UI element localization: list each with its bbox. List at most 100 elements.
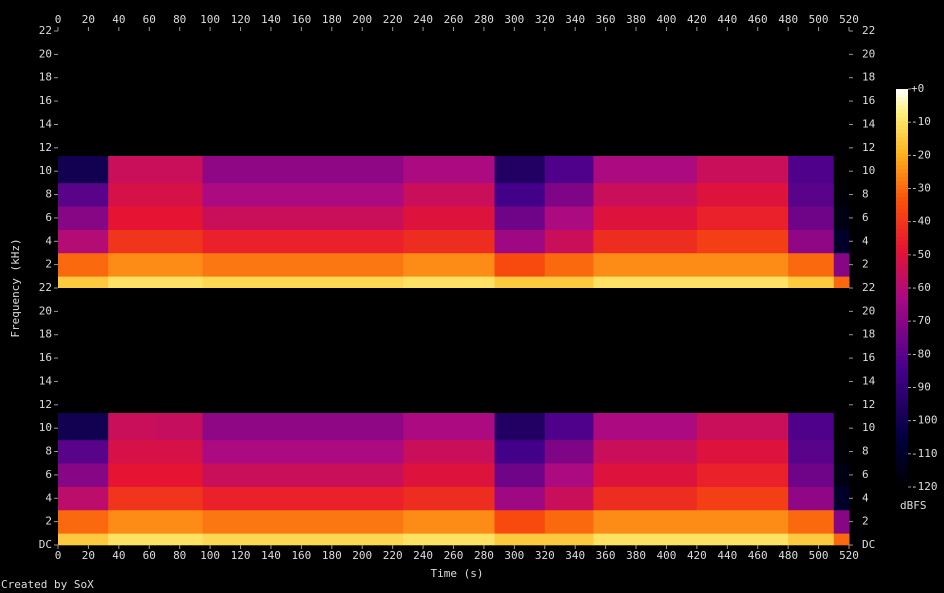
colorbar-step bbox=[896, 371, 908, 377]
colorbar-step bbox=[896, 451, 908, 456]
heatmap-cell bbox=[593, 182, 698, 207]
x-tick-label: 60 bbox=[143, 13, 156, 26]
colorbar-step bbox=[896, 327, 908, 333]
y-tick-label: 16 bbox=[862, 351, 875, 364]
colorbar-step bbox=[896, 335, 908, 341]
colorbar-step bbox=[896, 375, 908, 381]
heatmap-cell bbox=[788, 229, 835, 254]
colorbar-step bbox=[896, 435, 908, 440]
heatmap-cell bbox=[202, 486, 404, 511]
heatmap-cell bbox=[202, 533, 404, 546]
colorbar-label: dBFS bbox=[900, 499, 927, 512]
heatmap-cell bbox=[403, 463, 496, 487]
y-tick-label: 6 bbox=[45, 211, 52, 224]
heatmap-cell bbox=[155, 155, 204, 184]
heatmap-cell bbox=[58, 439, 109, 464]
heatmap-cell bbox=[593, 486, 698, 511]
x-tick-label: 260 bbox=[444, 13, 464, 26]
heatmap-cell bbox=[544, 155, 594, 184]
colorbar-tick-label: -90 bbox=[911, 381, 931, 394]
colorbar-step bbox=[896, 140, 908, 146]
heatmap-cell bbox=[202, 229, 404, 254]
colorbar-tick-label: -80 bbox=[911, 347, 931, 360]
x-tick-label: 220 bbox=[383, 13, 403, 26]
heatmap-cell bbox=[788, 533, 835, 546]
heatmap-cell bbox=[696, 229, 789, 254]
heatmap-cell bbox=[155, 412, 204, 441]
colorbar-step bbox=[896, 323, 908, 329]
y-tick-label: 8 bbox=[862, 188, 869, 201]
heatmap-cell bbox=[544, 182, 594, 207]
colorbar-step bbox=[896, 244, 908, 249]
heatmap-cell bbox=[696, 412, 789, 441]
heatmap-cell bbox=[58, 533, 109, 546]
heatmap-cell bbox=[403, 206, 496, 230]
colorbar-step bbox=[896, 192, 908, 197]
y-tick-label: 12 bbox=[862, 398, 875, 411]
heatmap-cell bbox=[108, 229, 156, 254]
x-tick-label: 300 bbox=[504, 549, 524, 562]
colorbar-step bbox=[896, 459, 908, 464]
heatmap-cell bbox=[788, 486, 835, 511]
y-tick-label: 4 bbox=[45, 491, 52, 504]
heatmap-cell bbox=[494, 182, 546, 207]
colorbar-step bbox=[896, 252, 908, 257]
heatmap-cell bbox=[58, 509, 109, 534]
colorbar-tick-label: -20 bbox=[911, 148, 931, 161]
colorbar-step bbox=[896, 272, 908, 277]
heatmap-cell bbox=[788, 206, 835, 230]
colorbar-step bbox=[896, 463, 908, 468]
heatmap-cell bbox=[403, 439, 496, 464]
x-tick-label: 500 bbox=[809, 13, 829, 26]
heatmap-cell bbox=[108, 276, 156, 289]
y-tick-label: 6 bbox=[862, 468, 869, 481]
heatmap-cell bbox=[58, 463, 109, 487]
colorbar-step bbox=[896, 443, 908, 448]
y-tick-label: 8 bbox=[45, 445, 52, 458]
colorbar-step bbox=[896, 176, 908, 182]
colorbar-step bbox=[896, 212, 908, 217]
y-tick-label: 10 bbox=[39, 164, 52, 177]
colorbar-step bbox=[896, 196, 908, 201]
x-tick-label: 0 bbox=[55, 13, 62, 26]
y-tick-label: 14 bbox=[862, 117, 876, 130]
heatmap-cell bbox=[833, 486, 850, 511]
x-tick-label: 480 bbox=[778, 549, 798, 562]
colorbar-tick-label: +0 bbox=[911, 82, 924, 95]
heatmap-cell bbox=[202, 509, 404, 534]
colorbar-tick-label: -30 bbox=[911, 182, 931, 195]
heatmap-cell bbox=[593, 533, 698, 546]
heatmap-cell bbox=[833, 412, 850, 441]
heatmap-cell bbox=[403, 252, 496, 277]
x-tick-label: 320 bbox=[535, 549, 555, 562]
colorbar-step bbox=[896, 144, 908, 150]
heatmap-cell bbox=[202, 155, 404, 184]
heatmap-cell bbox=[58, 412, 109, 441]
heatmap-cell bbox=[494, 276, 546, 289]
colorbar-step bbox=[896, 268, 908, 273]
x-tick-label: 440 bbox=[717, 549, 737, 562]
x-tick-label: 80 bbox=[173, 549, 186, 562]
x-tick-label: 440 bbox=[717, 13, 737, 26]
heatmap-cell bbox=[403, 276, 496, 289]
colorbar-step bbox=[896, 467, 908, 472]
x-tick-label: 40 bbox=[112, 549, 125, 562]
heatmap-cell bbox=[788, 182, 835, 207]
heatmap-cell bbox=[403, 509, 496, 534]
colorbar-step bbox=[896, 427, 908, 432]
colorbar-step bbox=[896, 455, 908, 460]
heatmap-cell bbox=[403, 182, 496, 207]
colorbar-step bbox=[896, 96, 908, 102]
colorbar-step bbox=[896, 475, 908, 480]
x-tick-label: 140 bbox=[261, 13, 281, 26]
heatmap-cell bbox=[544, 276, 594, 289]
heatmap-cell bbox=[58, 206, 109, 230]
colorbar-step bbox=[896, 483, 908, 488]
colorbar-step bbox=[896, 479, 908, 484]
y-tick-label: 14 bbox=[862, 374, 876, 387]
heatmap-cell bbox=[544, 412, 594, 441]
colorbar-step bbox=[896, 188, 908, 193]
heatmap-cell bbox=[494, 252, 546, 277]
heatmap-cell bbox=[494, 509, 546, 534]
x-tick-label: 520 bbox=[839, 549, 859, 562]
